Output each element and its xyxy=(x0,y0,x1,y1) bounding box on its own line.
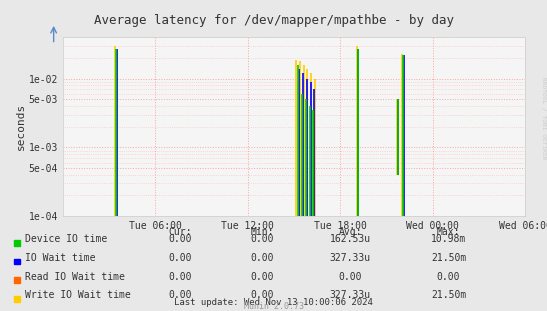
Text: 0.00: 0.00 xyxy=(169,272,192,282)
Text: 0.00: 0.00 xyxy=(251,272,274,282)
Text: Average latency for /dev/mapper/mpathbe - by day: Average latency for /dev/mapper/mpathbe … xyxy=(94,14,453,27)
Text: 0.00: 0.00 xyxy=(169,234,192,244)
Text: Avg:: Avg: xyxy=(339,227,362,237)
Text: 0.00: 0.00 xyxy=(437,272,460,282)
Text: 0.00: 0.00 xyxy=(169,290,192,300)
Text: 21.50m: 21.50m xyxy=(431,290,466,300)
Text: Write IO Wait time: Write IO Wait time xyxy=(25,290,130,300)
Text: 162.53u: 162.53u xyxy=(329,234,371,244)
Text: Munin 2.0.73: Munin 2.0.73 xyxy=(243,302,304,311)
Y-axis label: seconds: seconds xyxy=(16,103,26,150)
Text: RRDTOOL / TOBI OETIKER: RRDTOOL / TOBI OETIKER xyxy=(542,77,546,160)
Text: 327.33u: 327.33u xyxy=(329,290,371,300)
Text: Cur:: Cur: xyxy=(169,227,192,237)
Text: Last update: Wed Nov 13 10:00:06 2024: Last update: Wed Nov 13 10:00:06 2024 xyxy=(174,298,373,307)
Text: Read IO Wait time: Read IO Wait time xyxy=(25,272,125,282)
Text: 21.50m: 21.50m xyxy=(431,253,466,263)
Text: Max:: Max: xyxy=(437,227,460,237)
Text: 0.00: 0.00 xyxy=(251,234,274,244)
Text: Min:: Min: xyxy=(251,227,274,237)
Text: 327.33u: 327.33u xyxy=(329,253,371,263)
Text: 0.00: 0.00 xyxy=(339,272,362,282)
Text: 0.00: 0.00 xyxy=(251,253,274,263)
Text: 0.00: 0.00 xyxy=(251,290,274,300)
Text: 10.98m: 10.98m xyxy=(431,234,466,244)
Text: 0.00: 0.00 xyxy=(169,253,192,263)
Text: Device IO time: Device IO time xyxy=(25,234,107,244)
Text: IO Wait time: IO Wait time xyxy=(25,253,95,263)
